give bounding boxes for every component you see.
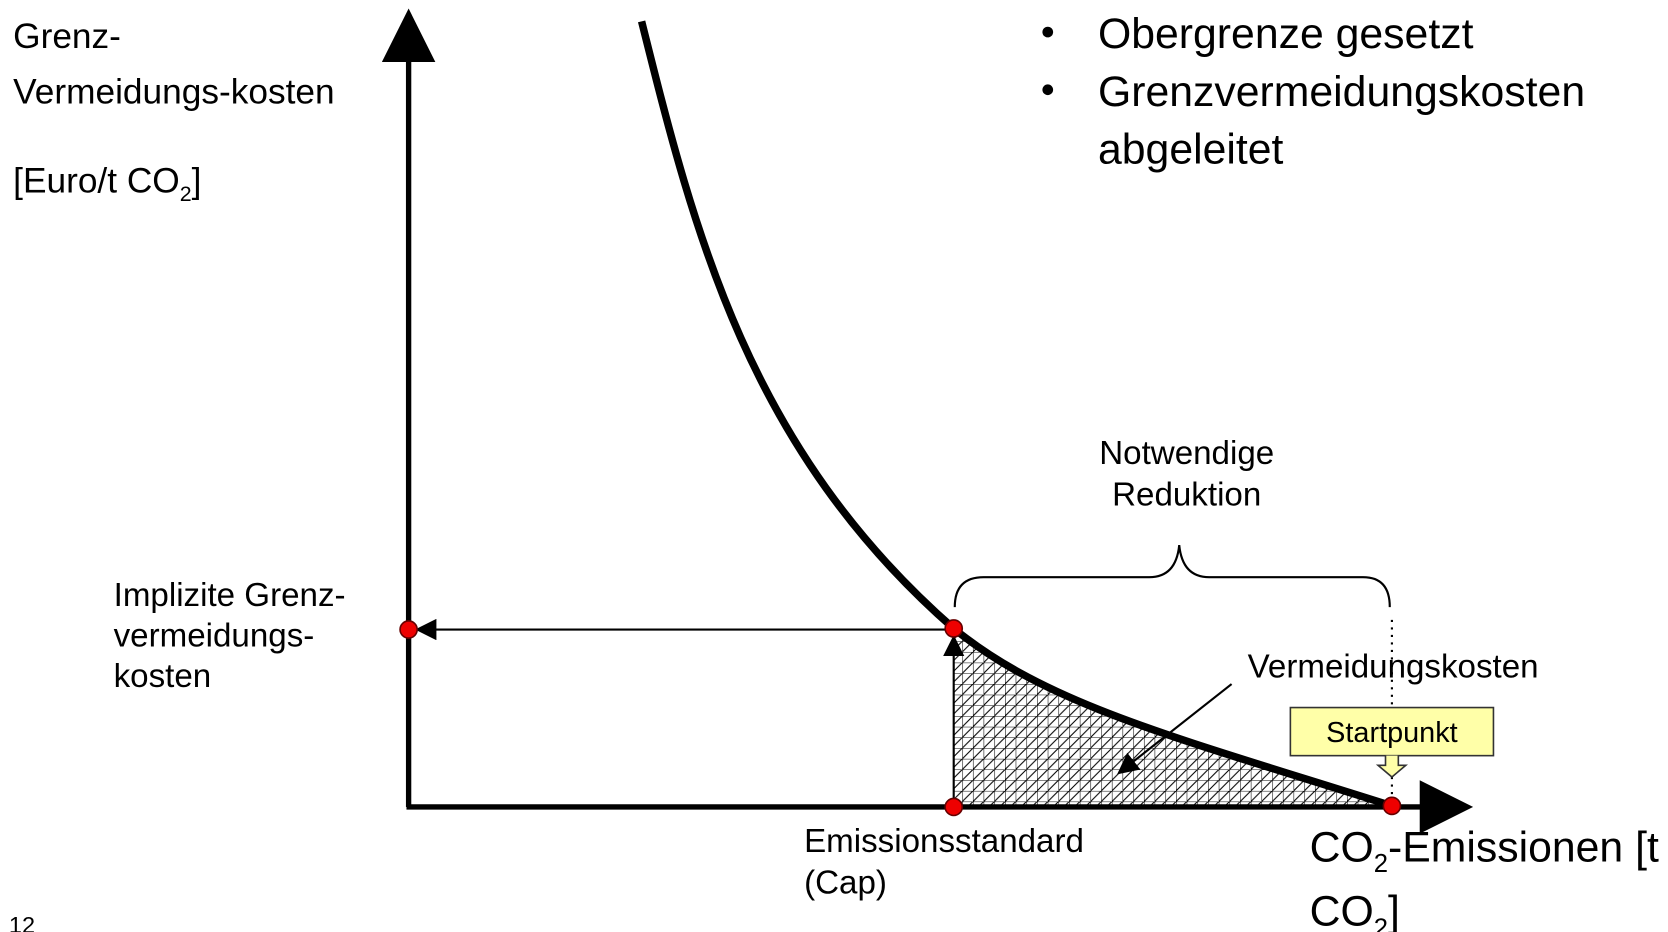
x-label: CO2] <box>1310 888 1400 932</box>
start-arrow <box>1375 755 1409 779</box>
reduction-label: Notwendige <box>1099 435 1274 472</box>
dot <box>1382 796 1402 816</box>
x-label: CO2-Emissionen [t <box>1310 823 1659 878</box>
bullet <box>1042 84 1054 96</box>
implicit-label: vermeidungs- <box>114 618 315 655</box>
page-number: 12 <box>9 912 35 932</box>
standard-label: Emissionsstandard <box>804 823 1084 860</box>
y-unit: [Euro/t CO2] <box>13 161 201 206</box>
y-label: Vermeidungs-kosten <box>13 73 334 112</box>
implicit-label: Implizite Grenz- <box>114 577 346 614</box>
dot <box>944 797 964 817</box>
y-label: Grenz- <box>13 17 121 56</box>
costs-label: Vermeidungskosten <box>1248 649 1539 686</box>
bullet <box>1042 26 1054 38</box>
implicit-label: kosten <box>114 658 212 695</box>
pointer <box>1117 683 1233 775</box>
brace <box>953 544 1391 608</box>
reduction-label: Reduktion <box>1112 477 1261 514</box>
dot <box>399 620 418 639</box>
bullet-text: Grenzvermeidungskosten <box>1098 68 1585 116</box>
start-label: Startpunkt <box>1326 717 1457 749</box>
curve <box>637 20 1394 810</box>
standard-label: (Cap) <box>804 865 887 902</box>
dot <box>944 619 964 638</box>
bullet-text: Obergrenze gesetzt <box>1098 10 1474 58</box>
bullet-text: abgeleitet <box>1098 126 1284 174</box>
